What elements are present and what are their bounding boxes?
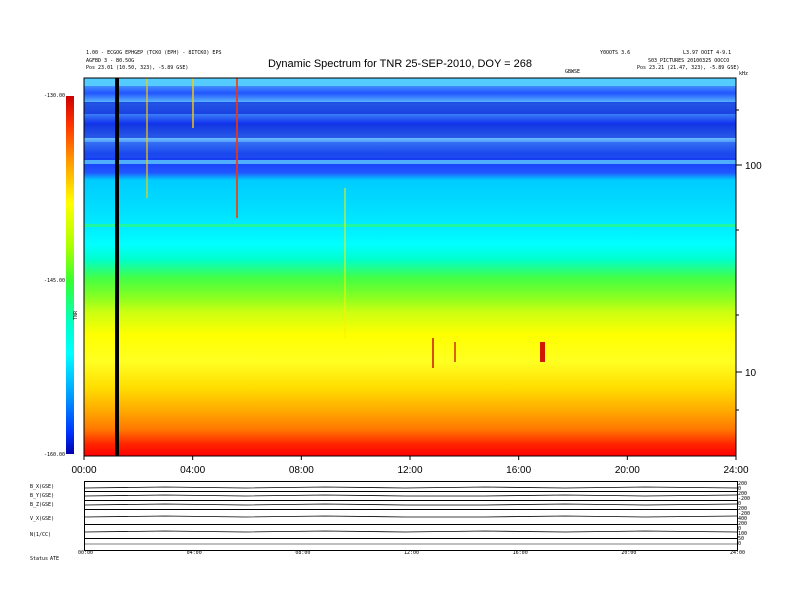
spectrogram-plot <box>84 78 736 456</box>
burst-streak-4 <box>344 188 346 338</box>
header-right-line2: S03_PICTURES 20100325 OOCCO <box>648 58 730 64</box>
panel-right-tick-label: 100 <box>738 531 748 537</box>
panel-divider <box>85 538 737 539</box>
header-mid-small: GBWSE <box>565 69 581 75</box>
colorbar-tick-top: -130.00 <box>44 93 66 99</box>
band-light-line <box>84 160 736 164</box>
panel-divider <box>85 491 737 492</box>
panel-right-tick-label: 200 <box>738 481 748 487</box>
y-tick-label: 10 <box>745 368 757 379</box>
panel-label-vx: V_X(GSE) <box>30 516 55 522</box>
panel-right-tick-label: 0 <box>738 501 742 507</box>
x-tick-label: 20:00 <box>615 465 640 476</box>
colorbar <box>66 96 74 454</box>
param-panels <box>84 481 738 551</box>
panel-label-by: B_Y(GSE) <box>30 493 55 499</box>
panel-right-tick-label: 0 <box>738 541 742 547</box>
chart-title: Dynamic Spectrum for TNR 25-SEP-2010, DO… <box>267 58 532 70</box>
x-tick-label: 08:00 <box>289 465 314 476</box>
panel-x-tick-label: 24:00 <box>730 550 746 556</box>
panel-x-tick-label: 00:00 <box>78 550 94 556</box>
band-top-blue <box>84 102 736 114</box>
n-trace <box>85 530 737 533</box>
panel-x-tick-label: 12:00 <box>404 550 420 556</box>
header-right-line1b: L3.97 OOIT 4-9.1 <box>683 50 732 56</box>
burst-streak-2 <box>192 78 194 128</box>
panel-right-tick-label: 200 <box>738 521 748 527</box>
x-tick-label: 12:00 <box>397 465 422 476</box>
burst-streak-7 <box>454 342 456 362</box>
panel-right-tick-label: 0 <box>738 526 742 532</box>
x-tick-label: 16:00 <box>506 465 531 476</box>
panel-right-tick-label: 200 <box>738 506 748 512</box>
panel-right-tick-label: 400 <box>738 516 748 522</box>
plot-frame <box>83 77 737 457</box>
header-right-line1: Y0OOTS 3.6 <box>600 50 631 56</box>
x-tick-label: 24:00 <box>723 465 748 476</box>
header-left-line3: Pos 23.01 (10.50, 323), -5.89 GSE) <box>86 65 189 71</box>
panel-traces <box>85 486 737 545</box>
header-right-line3: Pos 23.21 (21.47, 323), -5.89 GSE) <box>637 65 740 71</box>
header-left-line2: AGFBD 3 - B0.5OG <box>86 58 135 64</box>
panel-divider <box>85 509 737 510</box>
header-left-line1: 1.00 - ECGOG EPHGEP (TCKO (EPH) - 8ITCKO… <box>86 50 222 56</box>
y-tick-label: 100 <box>745 161 762 172</box>
panel-right-tick-label: 50 <box>738 536 745 542</box>
panel-label-status: Status <box>30 556 49 562</box>
band-top-light <box>84 78 736 86</box>
burst-streak-6 <box>540 342 545 362</box>
panel-right-tick-label: -200 <box>738 511 751 517</box>
band-lower-blue <box>84 142 736 158</box>
by-trace <box>85 494 737 497</box>
panel-divider <box>85 500 737 501</box>
panel-right-tick-label: 0 <box>738 486 742 492</box>
panel-status-value: ATE <box>50 556 60 562</box>
vx-trace <box>85 515 737 518</box>
panel-label-n: N(1/CC) <box>30 532 52 538</box>
bz-trace <box>85 503 737 506</box>
burst-streak-1 <box>236 78 238 218</box>
panel-divider <box>85 524 737 525</box>
band-green-line <box>84 224 736 227</box>
burst-streak-5 <box>432 338 434 368</box>
y-axis-unit: kHz <box>739 71 748 77</box>
panel-x-tick-label: 16:00 <box>512 550 528 556</box>
panel-right-tick-label: -200 <box>738 496 751 502</box>
band-mid-blue <box>84 124 736 138</box>
x-tick-label: 04:00 <box>180 465 205 476</box>
burst-streak-3 <box>146 78 148 198</box>
x-tick-label: 00:00 <box>71 465 96 476</box>
bx-trace <box>85 486 737 489</box>
colorbar-tick-bottom: -160.00 <box>44 452 66 458</box>
panel-right-tick-label: 200 <box>738 491 748 497</box>
panel-x-tick-label: 20:00 <box>621 550 637 556</box>
panel-label-bz: B_Z(GSE) <box>30 502 55 508</box>
colorbar-tick-mid: -145.00 <box>44 278 66 284</box>
panel-x-tick-label: 04:00 <box>186 550 202 556</box>
panel-x-tick-label: 08:00 <box>295 550 311 556</box>
panel-label-bx: B_X(GSE) <box>30 484 55 490</box>
